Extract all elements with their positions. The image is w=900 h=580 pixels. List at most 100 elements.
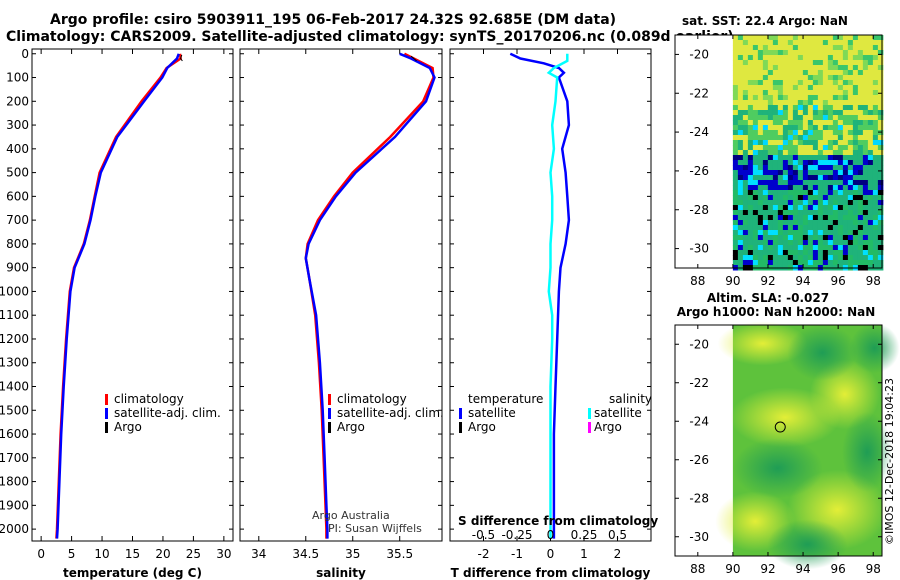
sst-cell — [787, 80, 794, 86]
legend-swatch — [105, 408, 108, 419]
sst-cell — [837, 205, 844, 211]
sst-cell — [752, 195, 759, 201]
sst-cell — [772, 80, 779, 86]
sst-cell — [757, 110, 764, 116]
sst-cell — [787, 205, 794, 211]
sst-cell — [737, 70, 744, 76]
sst-cell — [832, 190, 839, 196]
sst-cell — [837, 90, 844, 96]
legend-label: Argo — [594, 420, 622, 434]
sst-cell — [812, 245, 819, 251]
sst-cell — [782, 35, 789, 41]
sst-cell — [762, 130, 769, 136]
sst-cell — [807, 230, 814, 236]
depth-tick-label: 600 — [6, 189, 29, 203]
sst-cell — [822, 180, 829, 186]
sst-cell — [777, 250, 784, 256]
sst-cell — [767, 230, 774, 236]
sst-cell — [842, 50, 849, 56]
sst-cell — [847, 140, 854, 146]
sst-cell — [877, 240, 884, 246]
sst-cell — [837, 125, 844, 131]
sst-cell — [812, 70, 819, 76]
sst-cell — [847, 165, 854, 171]
sst-cell — [847, 155, 854, 161]
sst-cell — [872, 130, 879, 136]
sst-cell — [792, 220, 799, 226]
sst-cell — [857, 150, 864, 156]
sst-cell — [847, 220, 854, 226]
sst-cell — [842, 220, 849, 226]
sst-cell — [742, 240, 749, 246]
sst-cell — [867, 190, 874, 196]
sst-cell — [792, 85, 799, 91]
sst-cell — [852, 105, 859, 111]
sst-cell — [827, 95, 834, 101]
sst-cell — [822, 225, 829, 231]
sst-cell — [877, 200, 884, 206]
sst-cell — [797, 130, 804, 136]
sst-cell — [812, 75, 819, 81]
sst-cell — [797, 55, 804, 61]
sst-cell — [797, 165, 804, 171]
sst-cell — [827, 140, 834, 146]
sst-cell — [742, 190, 749, 196]
sst-cell — [802, 215, 809, 221]
sst-cell — [827, 180, 834, 186]
sst-cell — [797, 255, 804, 261]
sst-cell — [787, 50, 794, 56]
lon-tick-label: 94 — [795, 274, 810, 288]
sst-cell — [747, 165, 754, 171]
sst-cell — [752, 225, 759, 231]
sst-cell — [737, 240, 744, 246]
sst-cell — [732, 115, 739, 121]
sst-cell — [772, 130, 779, 136]
sst-cell — [872, 65, 879, 71]
sst-cell — [832, 100, 839, 106]
sst-cell — [837, 85, 844, 91]
sst-cell — [862, 70, 869, 76]
sst-cell — [782, 125, 789, 131]
x-tick-label: 5 — [68, 547, 76, 561]
sst-cell — [742, 225, 749, 231]
sst-cell — [812, 240, 819, 246]
sst-cell — [807, 40, 814, 46]
sst-cell — [762, 75, 769, 81]
sst-cell — [827, 100, 834, 106]
sst-cell — [867, 130, 874, 136]
sst-cell — [862, 75, 869, 81]
depth-tick-label: 500 — [6, 166, 29, 180]
sst-cell — [857, 250, 864, 256]
sst-cell — [792, 110, 799, 116]
sst-cell — [812, 205, 819, 211]
sst-cell — [812, 220, 819, 226]
sst-cell — [757, 185, 764, 191]
sst-cell — [872, 170, 879, 176]
sst-cell — [817, 180, 824, 186]
sst-cell — [767, 115, 774, 121]
sst-cell — [762, 90, 769, 96]
sst-cell — [822, 50, 829, 56]
depth-tick-label: 400 — [6, 142, 29, 156]
sst-cell — [767, 165, 774, 171]
sst-cell — [857, 215, 864, 221]
sst-cell — [842, 245, 849, 251]
sst-cell — [772, 210, 779, 216]
sst-cell — [742, 105, 749, 111]
sst-cell — [787, 220, 794, 226]
depth-tick-label: 1700 — [0, 451, 29, 465]
sst-cell — [802, 35, 809, 41]
sst-cell — [812, 140, 819, 146]
sst-cell — [822, 260, 829, 266]
sst-cell — [827, 235, 834, 241]
sst-cell — [827, 155, 834, 161]
sst-cell — [847, 70, 854, 76]
top-tick-label: 0.5 — [608, 528, 627, 542]
sst-cell — [822, 150, 829, 156]
sst-cell — [847, 120, 854, 126]
sst-cell — [847, 195, 854, 201]
sst-cell — [802, 70, 809, 76]
lon-tick-label: 88 — [690, 562, 705, 576]
sst-cell — [802, 65, 809, 71]
sst-cell — [792, 50, 799, 56]
